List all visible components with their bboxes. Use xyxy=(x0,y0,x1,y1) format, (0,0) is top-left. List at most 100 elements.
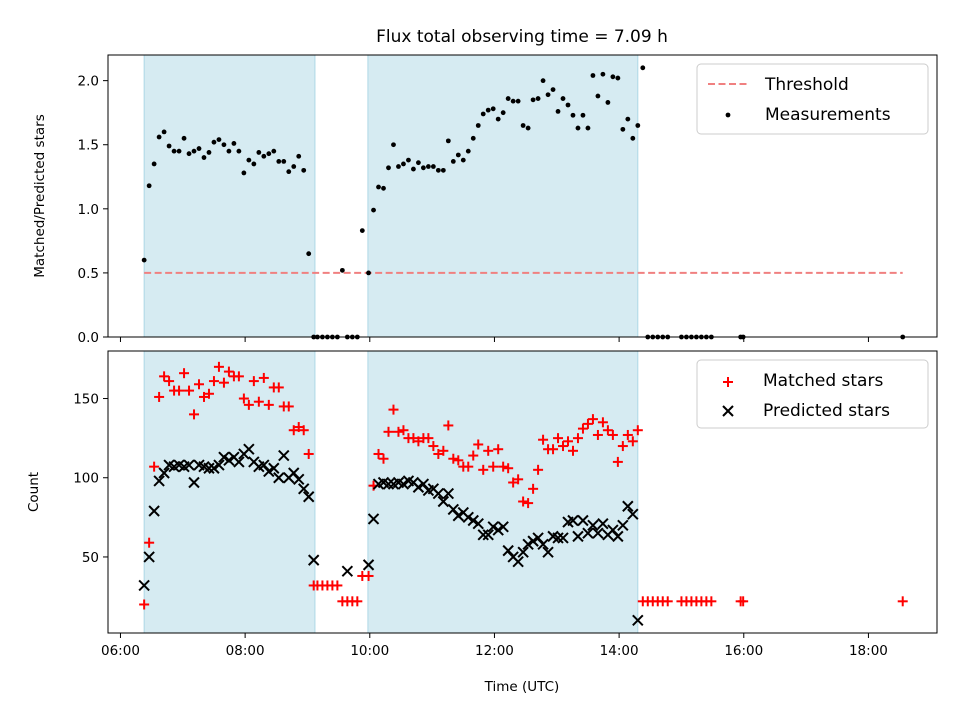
chart-title: Flux total observing time = 7.09 h xyxy=(376,27,668,47)
measurement-point xyxy=(211,139,217,145)
measurement-point xyxy=(595,93,601,99)
matched-star-marker xyxy=(332,580,343,591)
predicted-star-marker xyxy=(552,532,564,544)
matched-star-marker xyxy=(438,445,449,456)
top-legend-box xyxy=(696,63,929,135)
matched-star-marker xyxy=(473,439,484,450)
bottom-y-tick-label: 50 xyxy=(82,550,99,566)
predicted-star-marker xyxy=(432,487,445,500)
measurement-point xyxy=(186,151,192,157)
measurement-point xyxy=(381,185,386,191)
matched-star-marker xyxy=(383,426,394,437)
bottom-panel: 50 100 150 06:00 08:00 10:00 12:00 14:00 16:00 18… xyxy=(73,350,938,659)
measurement-point xyxy=(236,148,242,154)
measurement-point xyxy=(430,164,436,169)
predicted-star-marker xyxy=(472,517,484,530)
predicted-star-marker xyxy=(517,546,529,558)
measurement-point xyxy=(510,98,516,104)
matched-star-marker xyxy=(398,425,409,436)
predicted-star-marker xyxy=(263,465,275,478)
matched-star-marker xyxy=(602,425,613,436)
measurement-point xyxy=(455,152,461,158)
top-y-tick-label: 2.0 xyxy=(78,74,99,90)
predicted-star-marker xyxy=(527,535,539,547)
measurement-point xyxy=(166,143,172,149)
measurement-point xyxy=(391,142,396,148)
measurement-point xyxy=(515,98,521,104)
matched-star-marker xyxy=(528,483,539,494)
predicted-star-marker xyxy=(477,529,489,541)
matched-star-marker xyxy=(662,596,673,607)
measurement-point xyxy=(281,158,287,164)
matched-star-marker xyxy=(503,463,514,474)
legend-predicted-swatch xyxy=(722,405,734,417)
matched-star-marker xyxy=(428,441,439,452)
matched-star-marker xyxy=(194,379,205,390)
matched-star-marker xyxy=(283,401,294,412)
predicted-star-marker xyxy=(492,524,504,536)
measurement-point xyxy=(226,148,232,154)
predicted-star-marker xyxy=(213,459,225,471)
measurement-point xyxy=(450,158,456,164)
matched-star-marker xyxy=(617,441,628,452)
measurement-point xyxy=(615,75,621,81)
top-axes-frame xyxy=(107,54,938,338)
top-shaded-interval xyxy=(143,54,316,338)
measurement-point xyxy=(445,138,451,144)
predicted-star-marker xyxy=(362,559,375,571)
measurement-point xyxy=(301,167,307,173)
measurement-point xyxy=(490,106,496,112)
matched-star-marker xyxy=(483,445,494,456)
predicted-star-marker xyxy=(412,481,425,493)
measurement-point xyxy=(416,160,421,166)
measurement-point xyxy=(256,150,262,155)
x-tick-label: 16:00 xyxy=(724,643,763,659)
matched-star-marker xyxy=(223,366,234,377)
measurement-point xyxy=(171,148,177,154)
predicted-star-marker xyxy=(512,556,524,568)
predicted-star-marker xyxy=(627,508,639,520)
legend-measurements-label: Measurements xyxy=(765,105,891,125)
predicted-star-marker xyxy=(302,491,315,503)
predicted-star-marker xyxy=(522,538,534,550)
matched-star-marker xyxy=(179,368,190,379)
top-panel: 0.0 0.5 1.0 1.5 2.0 xyxy=(78,54,938,346)
measurement-point xyxy=(366,270,371,276)
measurement-point xyxy=(495,116,501,122)
predicted-star-marker xyxy=(218,451,230,463)
measurement-point xyxy=(196,146,202,151)
top-y-tick-label: 1.5 xyxy=(78,138,99,154)
matched-star-marker xyxy=(443,420,454,431)
measurement-point xyxy=(525,125,531,131)
measurement-point xyxy=(221,142,227,148)
matched-star-marker xyxy=(523,498,534,509)
measurement-point xyxy=(605,100,611,105)
measurement-point xyxy=(371,207,376,213)
predicted-star-marker xyxy=(138,579,150,592)
predicted-star-marker xyxy=(572,530,584,543)
x-tick-label: 08:00 xyxy=(226,643,265,659)
measurement-point xyxy=(580,112,586,118)
predicted-star-marker xyxy=(307,554,320,566)
predicted-star-marker xyxy=(582,527,594,539)
predicted-star-marker xyxy=(577,514,589,527)
measurement-point xyxy=(161,129,167,135)
matched-star-marker xyxy=(218,377,229,388)
matched-star-marker xyxy=(393,426,404,437)
predicted-star-marker xyxy=(622,500,634,512)
measurement-point xyxy=(535,96,541,101)
measurement-point xyxy=(271,148,277,154)
measurement-point xyxy=(261,153,267,159)
measurement-point xyxy=(625,116,631,122)
matched-star-marker xyxy=(243,399,254,410)
measurement-point xyxy=(560,96,566,101)
top-legend: Threshold Measurements xyxy=(696,63,929,135)
bottom-y-tick-label: 150 xyxy=(73,392,99,408)
matched-star-marker xyxy=(592,429,603,440)
predicted-star-marker xyxy=(341,565,354,577)
matched-star-marker xyxy=(184,385,195,396)
predicted-star-marker xyxy=(243,443,255,455)
matched-star-marker xyxy=(488,461,499,472)
measurement-point xyxy=(485,107,491,113)
measurement-point xyxy=(246,157,252,163)
